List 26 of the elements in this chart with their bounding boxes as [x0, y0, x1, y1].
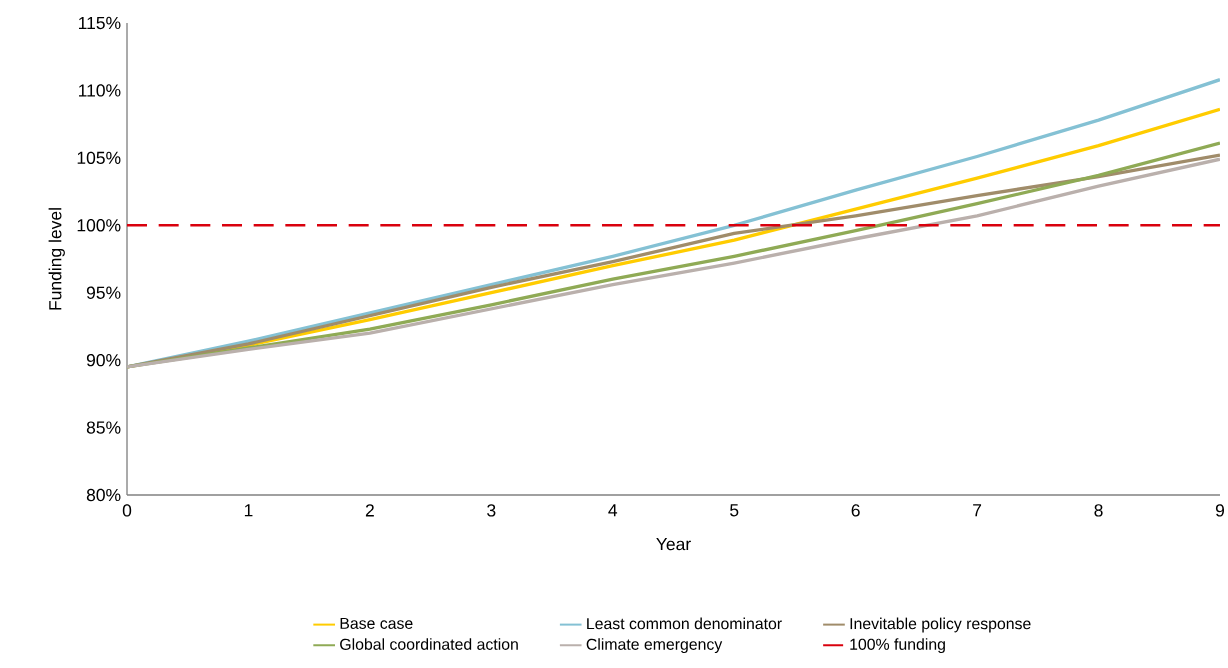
- y-axis-title: Funding level: [48, 208, 65, 310]
- x-tick-label: 1: [244, 504, 253, 517]
- x-axis-title: Year: [656, 538, 691, 551]
- x-tick-label: 9: [1215, 504, 1224, 517]
- y-tick-label: 95%: [86, 286, 121, 299]
- x-tick-label: 2: [365, 504, 374, 517]
- y-tick-label: 110%: [78, 84, 121, 97]
- legend-label: Global coordinated action: [340, 638, 518, 650]
- y-tick-label: 90%: [86, 353, 121, 367]
- y-tick-label: 105%: [77, 151, 121, 165]
- x-tick-label: 4: [608, 504, 618, 517]
- y-tick-label: 100%: [77, 219, 121, 232]
- legend-label: Climate emergency: [586, 638, 723, 654]
- y-tick-label: 115%: [78, 16, 121, 30]
- x-tick-label: 5: [730, 504, 739, 517]
- legend-label: Least common denominator: [587, 617, 782, 630]
- x-tick-label: 7: [973, 504, 982, 517]
- legend-label: Base case: [340, 617, 413, 629]
- y-tick-label: 80%: [86, 488, 121, 502]
- legend-label: Inevitable policy response: [850, 617, 1031, 633]
- legend-label: 100% funding: [850, 638, 945, 654]
- x-tick-label: 6: [851, 504, 860, 517]
- x-tick-label: 0: [122, 504, 132, 517]
- x-tick-label: 3: [487, 504, 496, 517]
- x-tick-label: 8: [1094, 504, 1103, 517]
- y-tick-label: 85%: [86, 421, 121, 434]
